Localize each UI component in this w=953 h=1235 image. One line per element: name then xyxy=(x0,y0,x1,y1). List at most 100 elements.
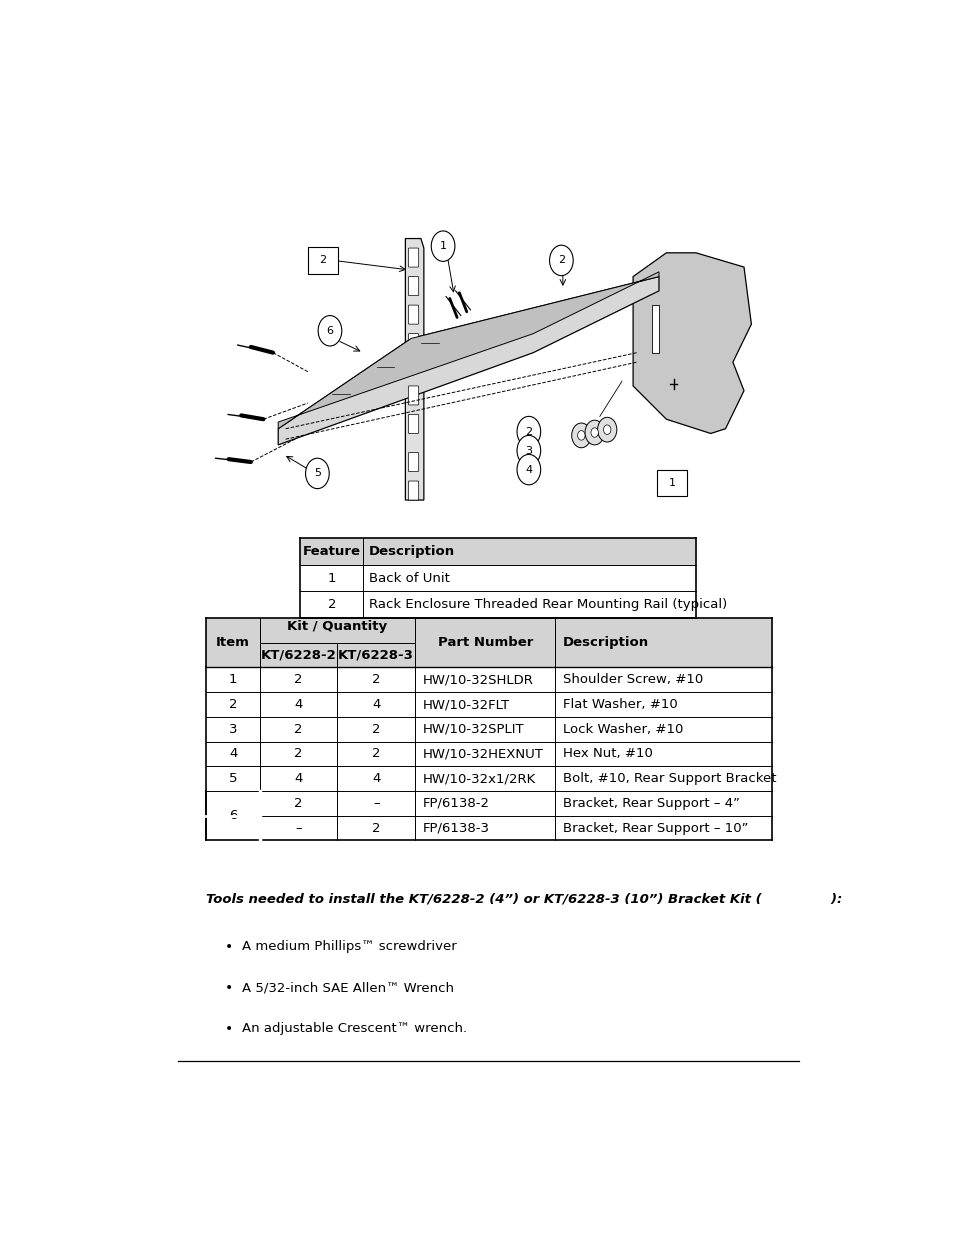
Text: 6: 6 xyxy=(326,326,334,336)
FancyBboxPatch shape xyxy=(408,482,418,500)
Text: 2: 2 xyxy=(525,426,532,437)
Text: Tools needed to install the KT/6228-2 (4”) or KT/6228-3 (10”) Bracket Kit (     : Tools needed to install the KT/6228-2 (4… xyxy=(206,893,841,905)
Text: A 5/32-inch SAE Allen™ Wrench: A 5/32-inch SAE Allen™ Wrench xyxy=(242,982,454,994)
Text: 2: 2 xyxy=(294,747,302,761)
Text: HW/10-32FLT: HW/10-32FLT xyxy=(422,698,509,711)
Circle shape xyxy=(584,420,603,445)
Text: 1: 1 xyxy=(229,673,237,687)
Text: A medium Phillips™ screwdriver: A medium Phillips™ screwdriver xyxy=(242,940,456,953)
Text: 2: 2 xyxy=(294,797,302,810)
Text: Shoulder Screw, #10: Shoulder Screw, #10 xyxy=(562,673,702,687)
Bar xyxy=(206,766,771,792)
Text: Description: Description xyxy=(562,636,648,650)
Text: Flat Washer, #10: Flat Washer, #10 xyxy=(562,698,677,711)
Circle shape xyxy=(603,425,610,435)
Bar xyxy=(206,792,771,816)
Text: HW/10-32HEXNUT: HW/10-32HEXNUT xyxy=(422,747,542,761)
FancyBboxPatch shape xyxy=(408,277,418,295)
Circle shape xyxy=(317,316,341,346)
Circle shape xyxy=(517,454,540,485)
Text: 3: 3 xyxy=(525,446,532,456)
Text: 4: 4 xyxy=(372,772,380,785)
Polygon shape xyxy=(278,277,659,445)
Polygon shape xyxy=(405,238,423,500)
Circle shape xyxy=(571,424,590,448)
FancyBboxPatch shape xyxy=(307,247,337,273)
FancyBboxPatch shape xyxy=(408,415,418,433)
Text: 4: 4 xyxy=(229,747,237,761)
Circle shape xyxy=(305,458,329,489)
Circle shape xyxy=(597,417,617,442)
Circle shape xyxy=(517,436,540,466)
Text: 5: 5 xyxy=(229,772,237,785)
Text: 2: 2 xyxy=(372,673,380,687)
Text: •: • xyxy=(224,940,233,955)
Text: 1: 1 xyxy=(668,478,675,488)
Bar xyxy=(206,692,771,716)
Circle shape xyxy=(590,427,598,437)
Text: 2: 2 xyxy=(372,722,380,736)
Polygon shape xyxy=(651,305,659,353)
FancyBboxPatch shape xyxy=(408,452,418,472)
Text: KT/6228-2: KT/6228-2 xyxy=(260,648,336,662)
Text: 2: 2 xyxy=(318,256,326,266)
Text: 4: 4 xyxy=(294,698,302,711)
Text: KT/6228-3: KT/6228-3 xyxy=(338,648,414,662)
Circle shape xyxy=(517,416,540,447)
Text: 2: 2 xyxy=(558,256,564,266)
Text: 4: 4 xyxy=(372,698,380,711)
Text: Bracket, Rear Support – 10”: Bracket, Rear Support – 10” xyxy=(562,821,747,835)
Text: Kit / Quantity: Kit / Quantity xyxy=(287,620,387,634)
Polygon shape xyxy=(278,272,659,429)
Bar xyxy=(206,667,771,692)
Bar xyxy=(300,538,696,564)
Text: Description: Description xyxy=(369,545,455,558)
Text: Rack Enclosure Threaded Rear Mounting Rail (typical): Rack Enclosure Threaded Rear Mounting Ra… xyxy=(369,598,726,611)
Bar xyxy=(206,716,771,741)
FancyBboxPatch shape xyxy=(408,248,418,267)
Text: 1: 1 xyxy=(439,241,446,251)
Text: –: – xyxy=(373,797,379,810)
Text: Part Number: Part Number xyxy=(437,636,533,650)
FancyBboxPatch shape xyxy=(657,469,686,496)
Text: Bracket, Rear Support – 4”: Bracket, Rear Support – 4” xyxy=(562,797,740,810)
Polygon shape xyxy=(633,253,751,433)
Text: 4: 4 xyxy=(294,772,302,785)
Text: 4: 4 xyxy=(525,464,532,474)
Text: HW/10-32SHLDR: HW/10-32SHLDR xyxy=(422,673,533,687)
Circle shape xyxy=(431,231,455,262)
Circle shape xyxy=(577,431,584,440)
FancyBboxPatch shape xyxy=(408,305,418,324)
Text: Bolt, #10, Rear Support Bracket: Bolt, #10, Rear Support Bracket xyxy=(562,772,776,785)
Text: •: • xyxy=(224,982,233,995)
Text: 2: 2 xyxy=(229,698,237,711)
Text: 2: 2 xyxy=(294,673,302,687)
Text: Item: Item xyxy=(216,636,250,650)
Text: Back of Unit: Back of Unit xyxy=(369,572,450,584)
Text: Lock Washer, #10: Lock Washer, #10 xyxy=(562,722,682,736)
Text: 1: 1 xyxy=(327,572,335,584)
Text: HW/10-32x1/2RK: HW/10-32x1/2RK xyxy=(422,772,535,785)
Text: 3: 3 xyxy=(229,722,237,736)
Text: An adjustable Crescent™ wrench.: An adjustable Crescent™ wrench. xyxy=(242,1023,467,1035)
Text: FP/6138-2: FP/6138-2 xyxy=(422,797,489,810)
Text: –: – xyxy=(294,821,301,835)
Text: Hex Nut, #10: Hex Nut, #10 xyxy=(562,747,652,761)
Bar xyxy=(300,564,696,592)
FancyBboxPatch shape xyxy=(408,333,418,353)
Text: Feature: Feature xyxy=(302,545,360,558)
Text: 2: 2 xyxy=(372,821,380,835)
Bar xyxy=(206,618,771,667)
Bar xyxy=(206,816,771,841)
Bar xyxy=(300,592,696,618)
Text: 5: 5 xyxy=(314,468,320,478)
Text: HW/10-32SPLIT: HW/10-32SPLIT xyxy=(422,722,523,736)
Text: 6: 6 xyxy=(229,809,237,823)
FancyBboxPatch shape xyxy=(408,385,418,405)
Circle shape xyxy=(549,246,573,275)
Text: •: • xyxy=(224,1023,233,1036)
Text: 2: 2 xyxy=(372,747,380,761)
Text: 2: 2 xyxy=(294,722,302,736)
Bar xyxy=(206,741,771,766)
Text: 2: 2 xyxy=(327,598,335,611)
